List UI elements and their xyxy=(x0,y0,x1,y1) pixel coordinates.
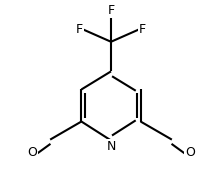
Text: O: O xyxy=(27,146,37,159)
Text: F: F xyxy=(107,4,115,17)
Text: F: F xyxy=(139,23,146,36)
Text: O: O xyxy=(185,146,195,159)
Text: N: N xyxy=(106,140,116,153)
Text: F: F xyxy=(76,23,83,36)
